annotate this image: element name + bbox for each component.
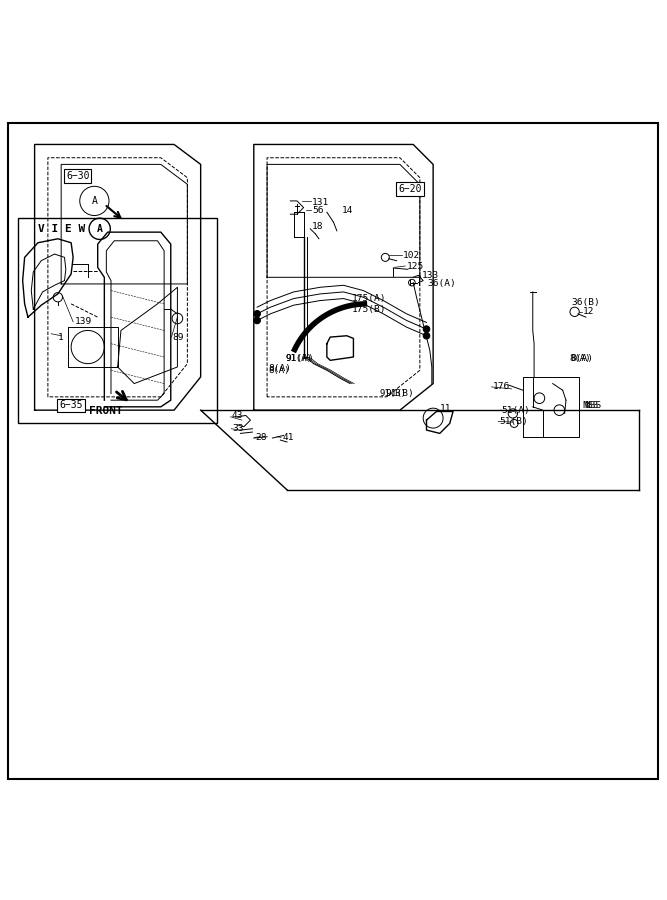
Text: 176: 176 <box>493 382 510 392</box>
Text: 175(B): 175(B) <box>352 305 386 314</box>
Text: 131: 131 <box>312 198 329 207</box>
Circle shape <box>253 317 260 324</box>
Text: 125: 125 <box>407 262 424 271</box>
Text: 51(A): 51(A) <box>502 406 530 415</box>
Text: 133: 133 <box>422 272 439 281</box>
Text: 91(B): 91(B) <box>386 389 414 398</box>
Text: 8(A): 8(A) <box>268 365 290 374</box>
Text: 102: 102 <box>404 251 420 260</box>
Text: 91(A): 91(A) <box>285 354 314 363</box>
Text: 8(A): 8(A) <box>570 354 591 363</box>
Text: 56: 56 <box>312 206 323 215</box>
Circle shape <box>423 332 430 339</box>
Text: 36(A): 36(A) <box>428 279 457 288</box>
Text: 1: 1 <box>58 333 64 342</box>
Text: 89: 89 <box>173 333 184 342</box>
Text: 36(B): 36(B) <box>572 298 600 307</box>
Text: 14: 14 <box>342 206 353 215</box>
Text: 91(A): 91(A) <box>285 354 313 363</box>
Text: 6−30: 6−30 <box>66 171 89 181</box>
Text: 33: 33 <box>233 424 244 433</box>
Text: A: A <box>91 196 97 206</box>
Circle shape <box>423 326 430 332</box>
Circle shape <box>253 310 260 317</box>
Text: 175(A): 175(A) <box>352 294 386 303</box>
Text: FRONT: FRONT <box>89 407 123 417</box>
Text: 51(B): 51(B) <box>500 417 528 426</box>
Text: 43: 43 <box>232 411 243 420</box>
Text: 18: 18 <box>312 222 323 231</box>
Text: 8(A): 8(A) <box>268 364 291 373</box>
Text: 11: 11 <box>440 404 452 413</box>
Text: 28: 28 <box>255 433 267 442</box>
Text: 8(A): 8(A) <box>571 354 594 363</box>
Text: V I E W: V I E W <box>38 224 85 234</box>
Text: 6−20: 6−20 <box>398 184 422 194</box>
Text: 91(B): 91(B) <box>380 389 407 398</box>
Text: 139: 139 <box>75 318 91 327</box>
Text: NSS: NSS <box>584 401 602 410</box>
Text: 6−35: 6−35 <box>59 400 83 410</box>
Text: NSS: NSS <box>582 401 599 410</box>
Text: 41: 41 <box>282 433 294 442</box>
Text: 12: 12 <box>583 307 595 316</box>
Text: A: A <box>97 224 103 234</box>
